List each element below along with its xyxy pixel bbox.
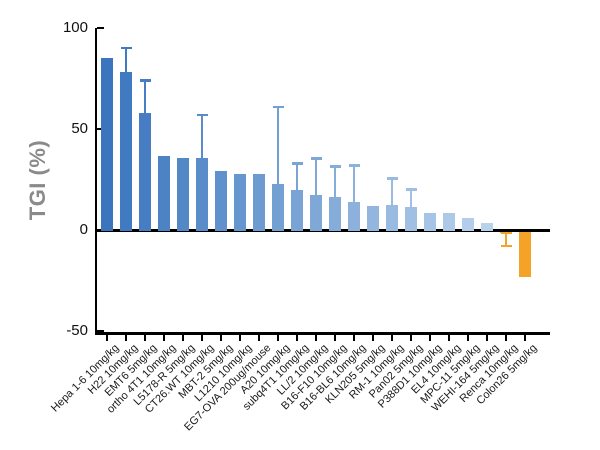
x-tick-mark [467, 334, 469, 341]
x-tick-mark [125, 334, 127, 341]
error-bar-stem [201, 114, 203, 159]
error-bar-stem [505, 233, 507, 247]
error-bar-stem [334, 166, 336, 197]
bar [405, 206, 417, 231]
bar [386, 204, 398, 231]
error-bar-stem [315, 158, 317, 195]
zero-baseline [94, 229, 550, 232]
error-bar-stem [410, 189, 412, 207]
x-tick-mark [391, 334, 393, 341]
bar [443, 212, 455, 231]
x-tick-mark [144, 334, 146, 341]
error-bar-cap [405, 188, 417, 191]
x-tick-mark [106, 334, 108, 341]
y-tick-label: -50 [66, 322, 88, 339]
y-tick-label: 100 [62, 19, 88, 36]
bar [272, 183, 284, 231]
error-bar-cap [291, 162, 303, 165]
x-tick-mark [505, 334, 507, 341]
y-axis-title: TGI (%) [25, 139, 50, 221]
x-tick-mark [315, 334, 317, 341]
bar [101, 58, 113, 231]
bar [329, 196, 341, 231]
y-axis [94, 28, 97, 334]
bar [253, 174, 265, 231]
error-bar-cap [329, 165, 341, 168]
y-tick-mark [97, 329, 104, 333]
bar [215, 171, 227, 231]
error-bar-cap [386, 177, 398, 180]
x-tick-mark [239, 334, 241, 341]
x-tick-mark [486, 334, 488, 341]
x-tick-mark [258, 334, 260, 341]
y-tick-label: 50 [71, 120, 88, 137]
error-bar-stem [391, 178, 393, 205]
x-axis [94, 332, 550, 335]
x-tick-mark [353, 334, 355, 341]
error-bar-cap [196, 113, 208, 117]
bar [291, 189, 303, 231]
x-tick-mark [410, 334, 412, 341]
error-bar-cap [500, 231, 512, 235]
error-bar-stem [353, 165, 355, 202]
x-tick-mark [277, 334, 279, 341]
bar [367, 205, 379, 231]
bar [424, 212, 436, 231]
x-tick-mark [334, 334, 336, 341]
bar [234, 174, 246, 231]
bar [139, 112, 151, 231]
bar [158, 156, 170, 231]
x-tick-mark [524, 334, 526, 341]
x-tick-mark [429, 334, 431, 341]
error-bar-stem [144, 80, 146, 113]
y-tick-mark [97, 26, 104, 30]
bar [519, 231, 531, 278]
x-tick-mark [296, 334, 298, 341]
error-bar-cap [139, 79, 151, 82]
x-tick-mark [448, 334, 450, 341]
error-bar-stem [296, 163, 298, 190]
error-bar-cap [310, 157, 322, 160]
bar [462, 217, 474, 231]
bar [310, 194, 322, 231]
x-tick-mark [182, 334, 184, 341]
x-tick-mark [372, 334, 374, 341]
error-bar-cap [272, 105, 284, 109]
bar [196, 158, 208, 231]
bar [348, 201, 360, 231]
y-tick-mark [97, 127, 104, 131]
error-bar-stem [277, 106, 279, 184]
x-tick-mark [201, 334, 203, 341]
y-tick-label: 0 [79, 221, 88, 238]
error-bar-stem [125, 48, 127, 73]
bar [120, 72, 132, 231]
x-tick-mark [163, 334, 165, 341]
x-tick-mark [220, 334, 222, 341]
bar [177, 158, 189, 231]
error-bar-cap [120, 46, 132, 50]
error-bar-cap [348, 164, 360, 167]
y-tick-mark [97, 228, 104, 232]
bar [481, 222, 493, 231]
error-bar-cap [500, 244, 512, 248]
